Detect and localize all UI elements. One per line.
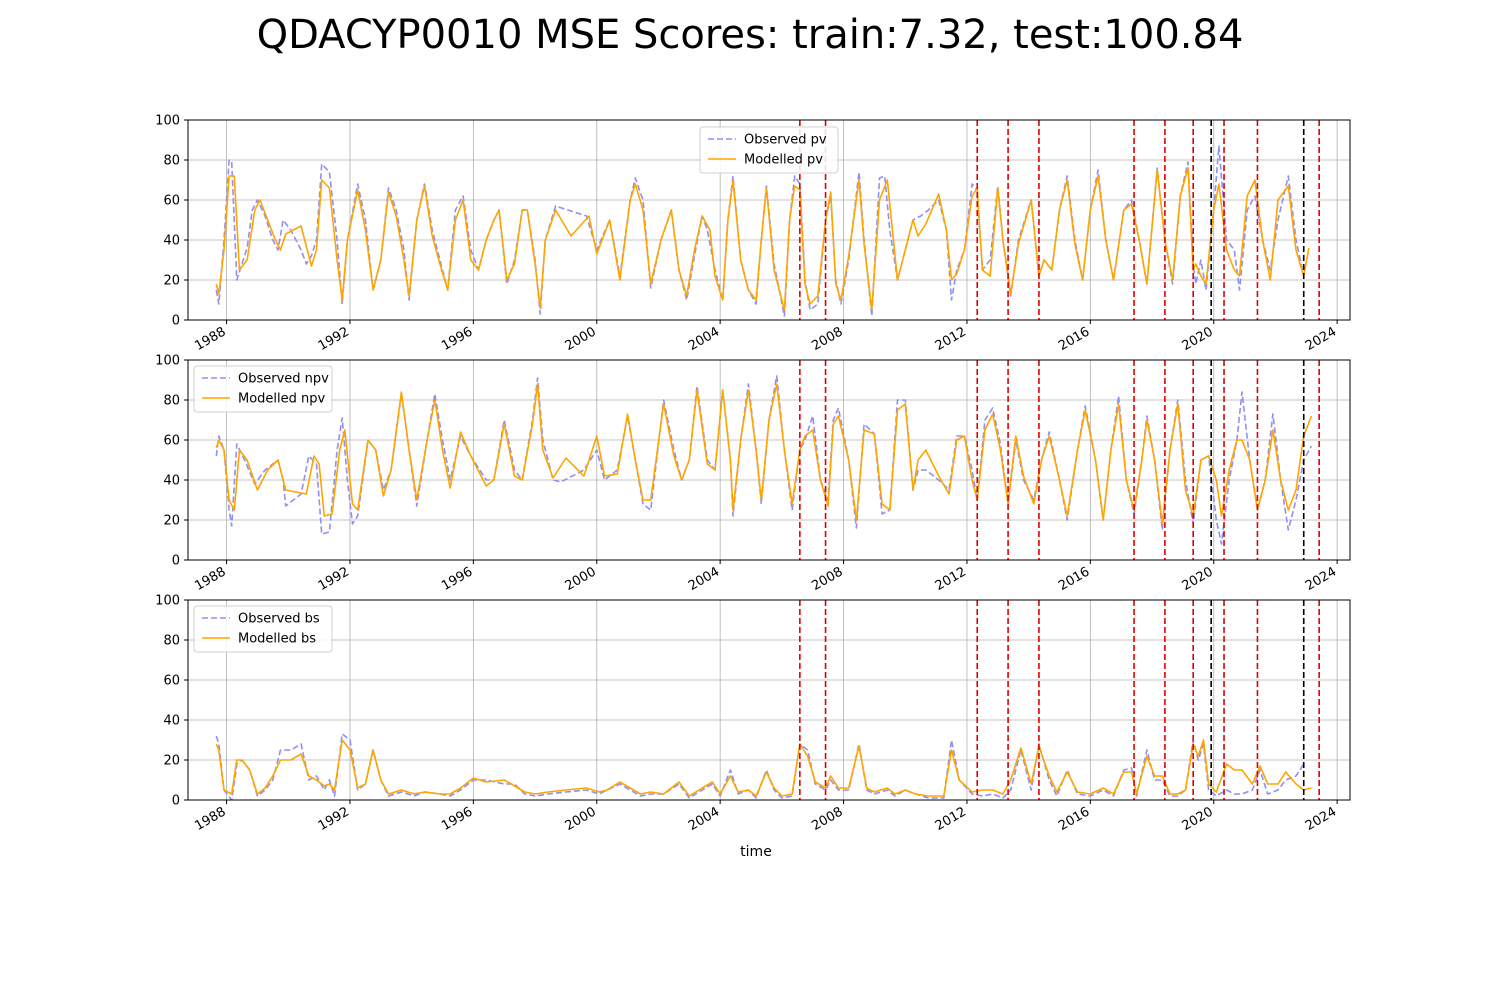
y-tick-label: 20 [163, 274, 180, 289]
y-tick-label: 100 [155, 354, 180, 369]
axes-frame [187, 359, 1351, 561]
y-tick-label: 0 [172, 554, 180, 569]
figure-title: QDACYP0010 MSE Scores: train:7.32, test:… [256, 12, 1244, 58]
x-tick-label: 2000 [563, 324, 599, 354]
x-tick-label: 1996 [439, 804, 475, 834]
x-tick-label: 1992 [316, 324, 352, 354]
legend-box [193, 365, 333, 413]
legend: Observed npv Modelled npv [193, 365, 333, 413]
x-tick-label: 2004 [686, 324, 722, 354]
x-axis-label: time [740, 844, 772, 860]
x-tick-label: 1988 [192, 564, 228, 594]
y-tick-label: 60 [163, 434, 180, 449]
x-tick-label: 2012 [933, 324, 969, 354]
legend-label: Modelled pv [744, 153, 823, 168]
axes-frame [187, 599, 1351, 801]
modelled-series-line [215, 739, 1312, 797]
subplot-1: 1988 1992 1996 2000 2004 2008 2012 2016 2020 2024… [155, 114, 1351, 354]
legend-label: Observed npv [238, 372, 329, 387]
x-tick-label: 1992 [316, 564, 352, 594]
x-tick-label: 2020 [1180, 324, 1216, 354]
axes-frame [187, 119, 1351, 321]
modelled-series-line [215, 167, 1310, 311]
modelled-series-line [215, 383, 1313, 525]
y-tick-label: 80 [163, 634, 180, 649]
x-tick-label: 2004 [686, 804, 722, 834]
x-tick-label: 2016 [1056, 324, 1092, 354]
x-tick-label: 1996 [439, 324, 475, 354]
legend-label: Modelled bs [238, 632, 316, 647]
y-tick-label: 60 [163, 194, 180, 209]
y-tick-label: 40 [163, 234, 180, 249]
y-tick-label: 100 [155, 114, 180, 129]
y-tick-label: 60 [163, 674, 180, 689]
y-tick-label: 80 [163, 394, 180, 409]
subplot-3: 1988 1992 1996 2000 2004 2008 2012 2016 2020 2024… [155, 594, 1351, 834]
x-tick-label: 2000 [563, 564, 599, 594]
legend-label: Observed bs [238, 612, 320, 627]
legend: Observed bs Modelled bs [193, 605, 333, 653]
observed-series-line [215, 733, 1305, 800]
x-tick-label: 2024 [1303, 564, 1339, 594]
x-tick-label: 1988 [192, 804, 228, 834]
legend-box [193, 605, 333, 653]
y-tick-label: 100 [155, 594, 180, 609]
x-tick-label: 2024 [1303, 804, 1339, 834]
x-tick-label: 2012 [933, 564, 969, 594]
y-tick-label: 80 [163, 154, 180, 169]
subplot-2: 1988 1992 1996 2000 2004 2008 2012 2016 2020 2024… [155, 354, 1351, 594]
x-tick-label: 1992 [316, 804, 352, 834]
x-tick-label: 2000 [563, 804, 599, 834]
x-tick-label: 2004 [686, 564, 722, 594]
y-tick-label: 0 [172, 314, 180, 329]
y-tick-label: 0 [172, 794, 180, 809]
x-tick-label: 2008 [809, 324, 845, 354]
legend-label: Observed pv [744, 133, 827, 148]
x-tick-label: 2020 [1180, 564, 1216, 594]
x-tick-label: 2008 [809, 804, 845, 834]
legend-label: Modelled npv [238, 392, 326, 407]
legend-box [699, 126, 839, 174]
y-tick-label: 20 [163, 754, 180, 769]
x-tick-label: 2016 [1056, 564, 1092, 594]
x-tick-label: 2016 [1056, 804, 1092, 834]
x-tick-label: 2024 [1303, 324, 1339, 354]
x-tick-label: 2020 [1180, 804, 1216, 834]
y-tick-label: 40 [163, 474, 180, 489]
legend: Observed pv Modelled pv [699, 126, 839, 174]
y-tick-label: 20 [163, 514, 180, 529]
x-tick-label: 2012 [933, 804, 969, 834]
x-tick-label: 1988 [192, 324, 228, 354]
observed-series-line [215, 375, 1313, 545]
x-tick-label: 2008 [809, 564, 845, 594]
y-tick-label: 40 [163, 714, 180, 729]
x-tick-label: 1996 [439, 564, 475, 594]
